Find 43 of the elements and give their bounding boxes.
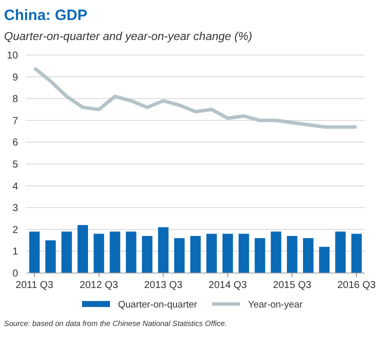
bar <box>158 227 169 273</box>
x-tick-label: 2012 Q3 <box>80 280 118 291</box>
y-tick-label: 1 <box>12 246 18 258</box>
bar <box>29 232 40 273</box>
y-tick-label: 2 <box>12 224 18 236</box>
bar <box>351 234 362 273</box>
bar <box>286 236 298 273</box>
y-tick-label: 4 <box>12 181 18 192</box>
bar <box>142 236 152 273</box>
bar <box>270 232 282 273</box>
bar <box>303 238 314 273</box>
bar <box>319 246 330 273</box>
bar <box>174 238 185 273</box>
bar <box>45 240 56 273</box>
x-tick-label: 2011 Q3 <box>16 280 54 291</box>
x-tick-label: 2016 Q3 <box>337 280 376 291</box>
bar <box>206 234 217 273</box>
bar <box>94 234 104 273</box>
chart-subtitle: Quarter-on-quarter and year-on-year change (%) <box>4 31 252 43</box>
line-series <box>32 66 358 129</box>
bar <box>222 234 233 273</box>
x-tick-label: 2015 Q3 <box>272 280 312 291</box>
y-tick-label: 5 <box>12 160 18 170</box>
y-tick-label: 0 <box>12 268 18 280</box>
bar <box>126 232 136 273</box>
bar <box>110 232 120 273</box>
legend-label: Quarter-on-quarter <box>118 299 198 310</box>
bar <box>78 225 88 273</box>
bar <box>254 238 266 273</box>
y-tick-label: 7 <box>12 116 18 127</box>
y-tick-label: 8 <box>12 94 18 106</box>
bar <box>238 234 250 273</box>
chart-title: China: GDP <box>4 7 88 24</box>
y-tick-label: 10 <box>6 50 18 62</box>
x-tick-label: 2014 Q3 <box>208 280 248 291</box>
y-tick-label: 9 <box>12 72 18 84</box>
bar <box>335 232 346 273</box>
legend-label: Year-on-year <box>248 299 303 310</box>
y-tick-label: 6 <box>12 138 18 149</box>
bar <box>190 236 201 273</box>
x-tick-label: 2013 Q3 <box>144 280 183 291</box>
bar <box>61 232 72 273</box>
y-tick-label: 3 <box>12 203 18 214</box>
